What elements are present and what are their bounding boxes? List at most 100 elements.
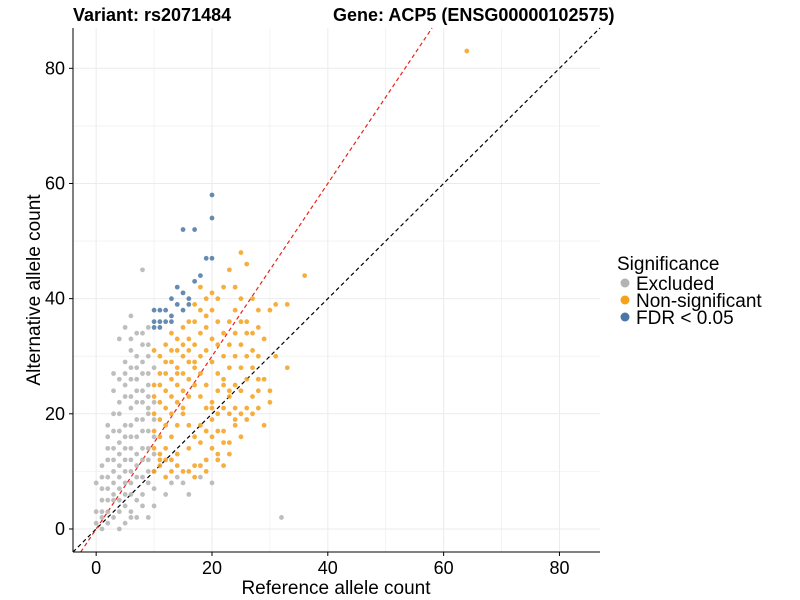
point-non-significant xyxy=(226,365,232,371)
point-non-significant xyxy=(203,348,209,353)
point-non-significant xyxy=(198,307,203,313)
point-non-significant xyxy=(464,48,470,54)
point-non-significant xyxy=(226,411,232,417)
point-non-significant xyxy=(267,399,273,405)
point-non-significant xyxy=(157,417,163,422)
point-non-significant xyxy=(186,319,192,325)
point-excluded xyxy=(134,376,140,382)
point-non-significant xyxy=(174,451,180,457)
point-excluded xyxy=(116,474,122,480)
point-excluded xyxy=(140,428,145,434)
point-fdr-0-05 xyxy=(169,296,174,302)
point-excluded xyxy=(140,388,145,394)
point-excluded xyxy=(145,342,151,348)
chart-title-gene: Gene: ACP5 (ENSG00000102575) xyxy=(333,5,614,25)
point-excluded xyxy=(111,515,116,520)
reference-lines xyxy=(72,27,601,553)
point-excluded xyxy=(122,503,128,509)
point-excluded xyxy=(111,468,116,474)
point-non-significant xyxy=(198,353,203,359)
point-non-significant xyxy=(226,440,232,445)
point-non-significant xyxy=(209,417,215,422)
point-excluded xyxy=(111,411,116,417)
point-excluded xyxy=(186,492,192,497)
point-non-significant xyxy=(180,468,186,474)
y-tick-label: 80 xyxy=(45,58,65,78)
point-non-significant xyxy=(221,330,226,336)
point-non-significant xyxy=(186,376,192,382)
legend-title: Significance xyxy=(617,254,719,275)
point-excluded xyxy=(105,486,111,492)
point-non-significant xyxy=(267,307,273,313)
point-non-significant xyxy=(186,394,192,399)
point-non-significant xyxy=(209,290,215,296)
point-excluded xyxy=(105,474,111,480)
point-excluded xyxy=(145,411,151,417)
point-non-significant xyxy=(221,353,226,359)
point-excluded xyxy=(128,434,134,440)
point-excluded xyxy=(140,342,145,348)
point-excluded xyxy=(134,365,140,371)
point-non-significant xyxy=(255,307,261,313)
point-non-significant xyxy=(192,382,198,388)
point-non-significant xyxy=(198,463,203,469)
point-excluded xyxy=(111,480,116,486)
point-excluded xyxy=(116,376,122,382)
point-non-significant xyxy=(169,348,174,353)
point-excluded xyxy=(140,330,145,336)
point-fdr-0-05 xyxy=(192,227,198,232)
point-non-significant xyxy=(238,388,244,394)
point-excluded xyxy=(122,457,128,463)
point-non-significant xyxy=(238,296,244,302)
point-non-significant xyxy=(169,434,174,440)
point-excluded xyxy=(134,434,140,440)
point-fdr-0-05 xyxy=(209,215,215,221)
point-non-significant xyxy=(215,388,221,394)
point-excluded xyxy=(151,399,157,405)
point-fdr-0-05 xyxy=(203,255,209,261)
point-excluded xyxy=(151,365,157,371)
y-tick-label: 60 xyxy=(45,173,65,193)
point-non-significant xyxy=(180,325,186,330)
point-non-significant xyxy=(244,353,250,359)
point-excluded xyxy=(111,492,116,497)
point-non-significant xyxy=(186,348,192,353)
point-non-significant xyxy=(192,365,198,371)
point-excluded xyxy=(180,480,186,486)
point-excluded xyxy=(128,348,134,353)
point-non-significant xyxy=(198,284,203,290)
point-excluded xyxy=(93,509,99,515)
point-non-significant xyxy=(209,336,215,342)
point-excluded xyxy=(128,422,134,428)
point-excluded xyxy=(145,325,151,330)
point-non-significant xyxy=(163,474,169,480)
point-excluded xyxy=(140,417,145,422)
point-excluded xyxy=(134,463,140,469)
point-non-significant xyxy=(244,319,250,325)
point-excluded xyxy=(116,336,122,342)
point-non-significant xyxy=(169,411,174,417)
point-excluded xyxy=(122,520,128,526)
point-excluded xyxy=(122,371,128,376)
point-non-significant xyxy=(232,422,238,428)
point-non-significant xyxy=(169,359,174,365)
point-non-significant xyxy=(261,422,267,428)
point-non-significant xyxy=(255,405,261,411)
point-excluded xyxy=(116,428,122,434)
legend: Significance Excluded Non-significant FD… xyxy=(617,254,762,329)
point-non-significant xyxy=(169,457,174,463)
point-non-significant xyxy=(244,417,250,422)
point-excluded xyxy=(151,503,157,509)
point-excluded xyxy=(122,480,128,486)
point-non-significant xyxy=(232,353,238,359)
point-excluded xyxy=(116,440,122,445)
point-excluded xyxy=(140,474,145,480)
point-non-significant xyxy=(203,325,209,330)
point-non-significant xyxy=(203,428,209,434)
point-non-significant xyxy=(250,296,255,302)
point-excluded xyxy=(128,445,134,451)
point-excluded xyxy=(122,492,128,497)
point-excluded xyxy=(105,457,111,463)
point-non-significant xyxy=(215,296,221,302)
point-non-significant xyxy=(192,434,198,440)
